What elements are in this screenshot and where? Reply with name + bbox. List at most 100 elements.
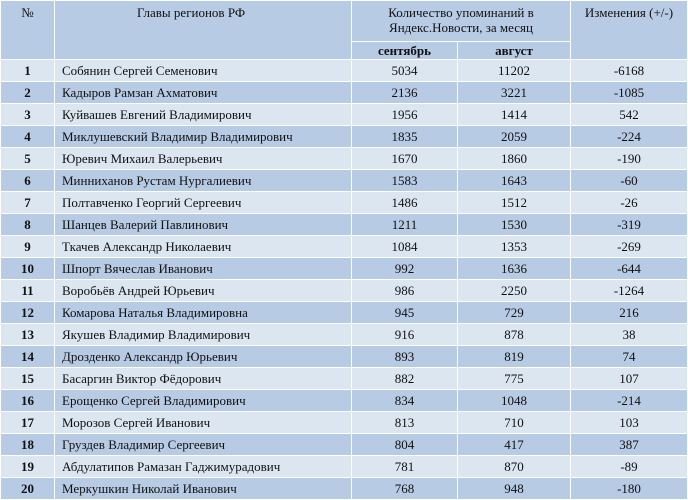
row-september: 813 (351, 411, 458, 434)
row-september: 1486 (351, 191, 458, 214)
row-september: 893 (351, 345, 458, 368)
table-row: 5 Юревич Михаил Валерьевич 1670 1860 -190 (0, 147, 688, 170)
row-name: Меркушкин Николай Иванович (54, 477, 352, 500)
row-september: 1835 (351, 125, 458, 148)
row-september: 768 (351, 477, 458, 500)
row-name: Миклушевский Владимир Владимирович (54, 125, 352, 148)
row-name: Куйвашев Евгений Владимирович (54, 103, 352, 126)
row-number: 8 (0, 213, 55, 236)
row-change: 107 (570, 367, 688, 390)
row-september: 916 (351, 323, 458, 346)
row-september: 804 (351, 433, 458, 456)
row-september: 1211 (351, 213, 458, 236)
row-change: -26 (570, 191, 688, 214)
row-august: 3221 (457, 81, 571, 104)
row-change: 74 (570, 345, 688, 368)
row-name: Собянин Сергей Семенович (54, 59, 352, 82)
row-number: 4 (0, 125, 55, 148)
table-row: 15 Басаргин Виктор Фёдорович 882 775 107 (0, 367, 688, 390)
row-name: Полтавченко Георгий Сергеевич (54, 191, 352, 214)
row-change: 542 (570, 103, 688, 126)
row-change: -190 (570, 147, 688, 170)
row-august: 819 (457, 345, 571, 368)
row-name: Груздев Владимир Сергеевич (54, 433, 352, 456)
row-september: 882 (351, 367, 458, 390)
table-row: 9 Ткачев Александр Николаевич 1084 1353 -269 (0, 235, 688, 258)
table-row: 8 Шанцев Валерий Павлинович 1211 1530 -319 (0, 213, 688, 236)
row-name: Минниханов Рустам Нургалиевич (54, 169, 352, 192)
row-september: 781 (351, 455, 458, 478)
table-row: 6 Минниханов Рустам Нургалиевич 1583 1643 -6… (0, 169, 688, 192)
table-row: 11 Воробьёв Андрей Юрьевич 986 2250 -1264 (0, 279, 688, 302)
row-change: -6168 (570, 59, 688, 82)
table-row: 13 Якушев Владимир Владимирович 916 878 38 (0, 323, 688, 346)
row-august: 1636 (457, 257, 571, 280)
row-august: 1512 (457, 191, 571, 214)
row-september: 1956 (351, 103, 458, 126)
row-august: 1530 (457, 213, 571, 236)
row-september: 1670 (351, 147, 458, 170)
row-name: Комарова Наталья Владимировна (54, 301, 352, 324)
row-august: 1860 (457, 147, 571, 170)
row-change: -1264 (570, 279, 688, 302)
row-august: 878 (457, 323, 571, 346)
row-september: 834 (351, 389, 458, 412)
row-name: Кадыров Рамзан Ахматович (54, 81, 352, 104)
row-change: -319 (570, 213, 688, 236)
row-name: Шанцев Валерий Павлинович (54, 213, 352, 236)
header-region-heads: Главы регионов РФ (54, 0, 352, 60)
row-change: -1085 (570, 81, 688, 104)
row-name: Абдулатипов Рамазан Гаджимурадович (54, 455, 352, 478)
row-number: 2 (0, 81, 55, 104)
table-row: 4 Миклушевский Владимир Владимирович 1835 2… (0, 125, 688, 148)
table-row: 10 Шпорт Вячеслав Иванович 992 1636 -644 (0, 257, 688, 280)
row-number: 11 (0, 279, 55, 302)
row-change: 216 (570, 301, 688, 324)
table-row: 16 Ерощенко Сергей Владимирович 834 1048 -21… (0, 389, 688, 412)
row-august: 11202 (457, 59, 571, 82)
header-september: сентябрь (351, 41, 458, 60)
row-change: -60 (570, 169, 688, 192)
header-number: № (0, 0, 55, 60)
row-name: Ткачев Александр Николаевич (54, 235, 352, 258)
row-august: 2059 (457, 125, 571, 148)
row-august: 948 (457, 477, 571, 500)
row-change: -644 (570, 257, 688, 280)
header-change: Изменения (+/-) (570, 0, 688, 60)
row-number: 6 (0, 169, 55, 192)
row-number: 13 (0, 323, 55, 346)
row-august: 775 (457, 367, 571, 390)
row-change: 103 (570, 411, 688, 434)
row-august: 2250 (457, 279, 571, 302)
row-name: Юревич Михаил Валерьевич (54, 147, 352, 170)
row-september: 5034 (351, 59, 458, 82)
row-august: 1414 (457, 103, 571, 126)
row-august: 710 (457, 411, 571, 434)
table-row: 1 Собянин Сергей Семенович 5034 11202 -6168 (0, 59, 688, 82)
row-change: 387 (570, 433, 688, 456)
row-number: 18 (0, 433, 55, 456)
row-change: -224 (570, 125, 688, 148)
row-name: Якушев Владимир Владимирович (54, 323, 352, 346)
row-change: -269 (570, 235, 688, 258)
row-september: 2136 (351, 81, 458, 104)
row-name: Ерощенко Сергей Владимирович (54, 389, 352, 412)
table-row: 12 Комарова Наталья Владимировна 945 729 216 (0, 301, 688, 324)
row-september: 1583 (351, 169, 458, 192)
row-number: 7 (0, 191, 55, 214)
table-body: 1 Собянин Сергей Семенович 5034 11202 -6168 2… (0, 59, 688, 500)
row-august: 417 (457, 433, 571, 456)
row-august: 1353 (457, 235, 571, 258)
row-august: 1048 (457, 389, 571, 412)
row-number: 14 (0, 345, 55, 368)
table-row: 2 Кадыров Рамзан Ахматович 2136 3221 -1085 (0, 81, 688, 104)
row-september: 992 (351, 257, 458, 280)
table-row: 3 Куйвашев Евгений Владимирович 1956 1414 54… (0, 103, 688, 126)
row-name: Дрозденко Александр Юрьевич (54, 345, 352, 368)
table-row: 19 Абдулатипов Рамазан Гаджимурадович 781 8… (0, 455, 688, 478)
row-number: 1 (0, 59, 55, 82)
row-number: 5 (0, 147, 55, 170)
row-number: 3 (0, 103, 55, 126)
row-change: -214 (570, 389, 688, 412)
